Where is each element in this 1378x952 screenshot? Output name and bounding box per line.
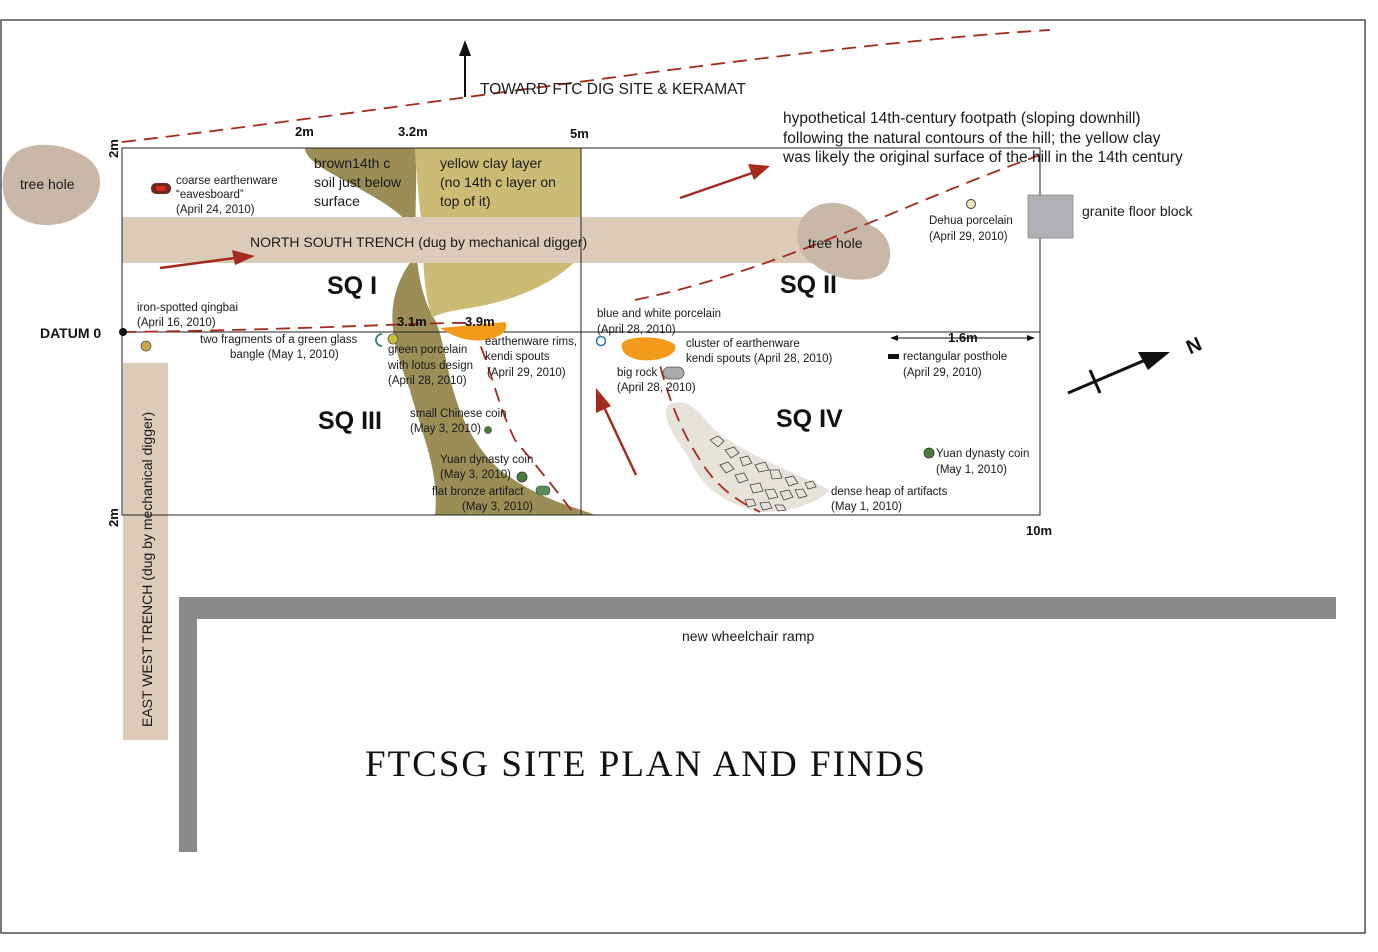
kendi-cluster-marker [621,337,676,361]
sq1-label: SQ I [327,272,377,300]
yellow-clay-line-1: yellow clay layer [440,155,542,171]
span-dimension-arrow [890,335,1035,341]
tree-hole-left-shape [2,144,101,226]
green-porcelain-line-2: with lotus design [387,360,473,372]
green-porcelain-line-3: (April 28, 2010) [388,375,467,387]
sq2-label: SQ II [780,271,837,299]
earthenware-rims-marker [440,322,507,341]
dehua-line-1: Dehua porcelain [929,215,1013,227]
sq4-label: SQ IV [776,405,843,433]
dense-heap-shape [666,402,830,512]
posthole-line-1: rectangular posthole [903,351,1007,363]
earthenware-rims-line-2: kendi spouts [485,351,550,363]
big-rock-line-1: big rock [617,367,658,379]
measure-side-top-2m: 2m [106,139,121,158]
eavesboard-line-1: coarse earthenware [176,175,278,187]
direction-arrows [159,164,770,476]
tree-hole-right-shape [797,202,891,280]
north-label: N [1183,333,1205,359]
yuan-coin-right-line-2: (May 1, 2010) [936,464,1007,476]
page-title: FTCSG SITE PLAN AND FINDS [365,744,927,785]
measure-top-3-2m: 3.2m [398,124,428,139]
small-coin-line-2: (May 3, 2010) [410,423,481,435]
brown-soil-line-2: soil just below [314,174,402,190]
green-porcelain-marker [387,333,399,345]
bangle-line-2: bangle (May 1, 2010) [230,349,339,361]
tree-hole-left-label: tree hole [20,176,75,192]
measure-mid-3-9m: 3.9m [465,314,495,329]
ns-trench-label: NORTH SOUTH TRENCH (dug by mechanical di… [250,234,587,250]
green-porcelain-line-1: green porcelain [388,344,467,356]
bangle-marker [375,333,383,347]
posthole-marker [888,354,899,359]
qingbai-marker [140,340,152,352]
east-west-trench [123,363,168,740]
toward-label: TOWARD FTC DIG SITE & KERAMAT [480,81,746,98]
dehua-line-2: (April 29, 2010) [929,231,1008,243]
big-rock-marker [662,366,685,380]
yuan-coin-left-marker [516,471,528,483]
kendi-cluster-line-1: cluster of earthenware [686,338,800,350]
ramp-label: new wheelchair ramp [682,628,814,644]
big-rock-line-2: (April 28, 2010) [617,382,696,394]
yuan-coin-left-line-1: Yuan dynasty coin [440,454,533,466]
page-frame [0,19,1366,934]
dense-heap-stones [709,435,817,512]
posthole-line-2: (April 29, 2010) [903,367,982,379]
toward-arrow-icon [459,40,471,97]
brown-soil-line-3: surface [314,193,360,209]
dense-heap-line-2: (May 1, 2010) [831,501,902,513]
ew-trench-label: EAST WEST TRENCH (dug by mechanical digg… [139,412,155,727]
find-markers [140,183,976,496]
footpath-line-3: was likely the original surface of the h… [782,149,1183,166]
compass-north-arrow-icon: N [1067,333,1205,395]
bronze-marker [535,485,551,496]
dense-heap-line-1: dense heap of artifacts [831,486,948,498]
brown-soil-region [305,148,595,515]
tree-hole-right-label: tree hole [808,235,863,251]
granite-label: granite floor block [1082,203,1194,219]
bronze-line-1: flat bronze artifact [432,486,524,498]
yuan-coin-left-line-2: (May 3, 2010) [440,469,511,481]
kendi-cluster-line-2: kendi spouts (April 28, 2010) [686,353,833,365]
yellow-clay-line-3: top of it) [440,193,491,209]
excavation-grid [121,147,1041,516]
bangle-line-1: two fragments of a green glass [200,334,357,346]
sq3-label: SQ III [318,407,382,435]
footpath-dashed-lines [121,29,1051,516]
qingbai-line-1: iron-spotted qingbai [137,302,238,314]
granite-floor-block [1027,194,1074,239]
earthenware-rims-line-1: earthenware rims, [485,336,577,348]
blue-white-marker [595,335,607,347]
eavesboard-line-2: “eavesboard” [176,189,244,201]
measure-span-1-6m: 1.6m [948,330,978,345]
measure-right-10m: 10m [1026,523,1052,538]
eavesboard-line-3: (April 24, 2010) [176,204,255,216]
yellow-clay-line-2: (no 14th c layer on [440,174,556,190]
small-coin-line-1: small Chinese coin [410,408,507,420]
measure-side-bottom-2m: 2m [106,508,121,527]
measure-mid-3-1m: 3.1m [397,314,427,329]
datum-label: DATUM 0 [40,325,101,341]
small-coin-marker [484,426,492,434]
yuan-coin-right-line-1: Yuan dynasty coin [936,448,1029,460]
blue-white-line-1: blue and white porcelain [597,308,721,320]
footpath-line-2: following the natural contours of the hi… [783,130,1161,147]
dehua-marker [966,199,976,209]
bronze-line-2: (May 3, 2010) [462,501,533,513]
blue-white-line-2: (April 28, 2010) [597,324,676,336]
brown-soil-line-1: brown14th c [314,155,390,171]
earthenware-rims-line-3: (April 29, 2010) [487,367,566,379]
measure-top-2m: 2m [295,124,314,139]
datum-point [119,328,127,336]
yuan-coin-right-marker [923,447,935,459]
footpath-line-1: hypothetical 14th-century footpath (slop… [783,110,1141,127]
measure-top-5m: 5m [570,126,589,141]
qingbai-line-2: (April 16, 2010) [137,317,216,329]
